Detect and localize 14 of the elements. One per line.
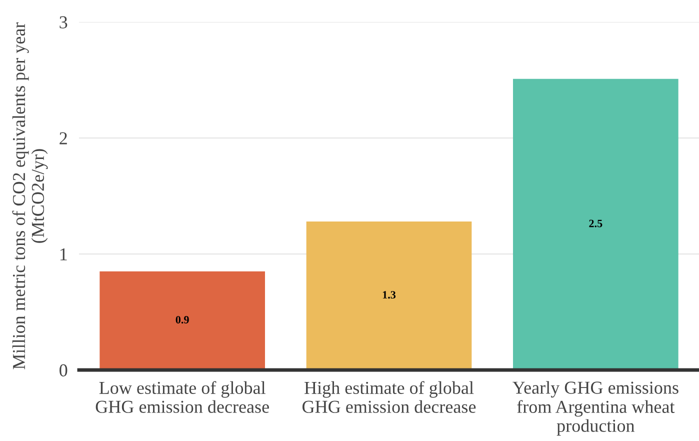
data-label: 1.3 (382, 291, 396, 299)
y-axis-title: Million metric tons of CO2 equivalents per year (MtCO2e/yr) (12, 22, 48, 370)
bar (100, 271, 265, 370)
x-tick-label: Yearly GHG emissions from Argentina wheat production (512, 381, 678, 436)
y-tick-label: 3 (60, 16, 68, 28)
bar (513, 78, 678, 370)
y-tick-label: 0 (60, 364, 68, 376)
y-tick-label: 1 (60, 248, 67, 260)
y-tick-label: 2 (60, 132, 67, 144)
bar (306, 222, 472, 370)
x-tick-label: High estimate of global GHG emission decrease (302, 381, 476, 413)
data-label: 2.5 (589, 220, 602, 228)
data-label: 0.9 (176, 316, 189, 324)
x-tick-label: Low estimate of global GHG emission decrease (96, 381, 269, 413)
